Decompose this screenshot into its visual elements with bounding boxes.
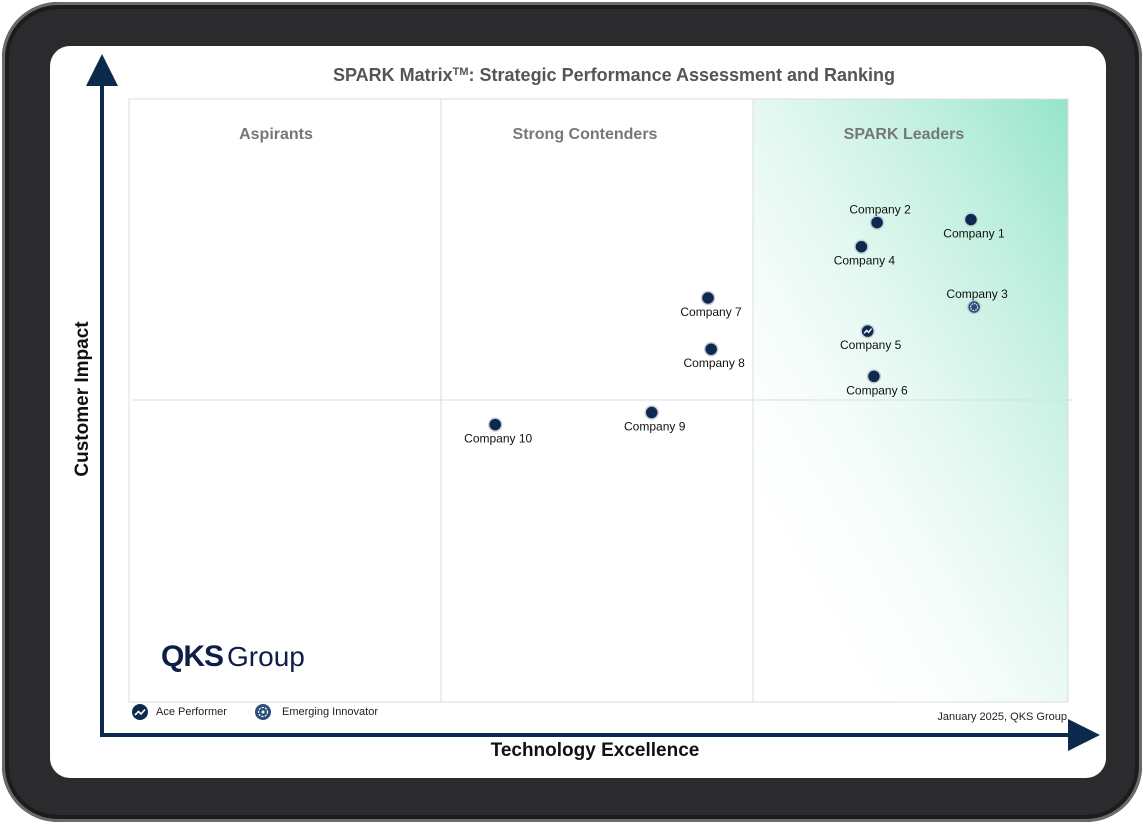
point-marker: [854, 239, 869, 254]
data-point: Company 10: [464, 417, 533, 446]
chart-title: SPARK MatrixTM: Strategic Performance As…: [333, 65, 895, 85]
point-label: Company 8: [683, 356, 745, 370]
data-point: Company 4: [834, 239, 896, 268]
quadrant-label-spark-leaders: SPARK Leaders: [844, 126, 965, 143]
legend-ace-label: Ace Performer: [156, 706, 227, 718]
point-label: Company 10: [464, 432, 532, 446]
source-note: January 2025, QKS Group: [937, 711, 1067, 723]
point-marker: [869, 215, 885, 230]
point-marker: [703, 341, 719, 357]
point-label: Company 3: [946, 287, 1008, 301]
point-marker: [966, 299, 982, 315]
ace-performer-icon: [863, 328, 873, 334]
point-label: Company 5: [840, 338, 902, 352]
data-points: Company 1 Company 2 Company 3 Company 4 Comp…: [464, 203, 1008, 446]
point-marker: [487, 417, 503, 432]
point-marker: [963, 212, 979, 227]
legend-emerging-innovator: Emerging Innovator: [255, 704, 378, 720]
data-point: Company 8: [683, 341, 745, 370]
point-label: Company 4: [834, 254, 896, 268]
point-marker: [866, 369, 882, 384]
qks-group-logo: QKS Group: [161, 640, 305, 673]
data-point: Company 5: [840, 323, 902, 352]
point-marker: [700, 290, 716, 306]
point-label: Company 9: [624, 420, 686, 434]
emerging-innovator-icon: [970, 302, 979, 312]
point-label: Company 2: [849, 203, 911, 217]
ace-performer-icon: [132, 704, 148, 720]
data-point: Company 9: [624, 405, 686, 434]
data-point: Company 6: [846, 369, 908, 397]
y-axis-label: Customer Impact: [72, 321, 93, 477]
point-label: Company 7: [680, 305, 742, 319]
point-label: Company 1: [943, 227, 1005, 241]
quadrant-label-strong-contenders: Strong Contenders: [513, 126, 658, 143]
legend-ace-performer: Ace Performer: [132, 704, 227, 720]
legend-emerging-label: Emerging Innovator: [282, 706, 378, 718]
emerging-innovator-icon: [255, 704, 271, 720]
tablet-screen: SPARK MatrixTM: Strategic Performance As…: [50, 46, 1106, 778]
data-point: Company 7: [680, 290, 742, 319]
data-point: Company 1: [943, 212, 1005, 241]
plot-area: [128, 98, 1072, 703]
point-marker: [644, 405, 659, 420]
spark-matrix-chart: SPARK MatrixTM: Strategic Performance As…: [72, 54, 1100, 761]
quadrant-label-aspirants: Aspirants: [239, 126, 313, 143]
legend: Ace Performer Emerging Innovator: [132, 704, 378, 720]
data-point: Company 3: [946, 287, 1008, 315]
point-label: Company 6: [846, 383, 908, 397]
data-point: Company 2: [849, 203, 911, 230]
x-axis-label: Technology Excellence: [491, 740, 700, 761]
